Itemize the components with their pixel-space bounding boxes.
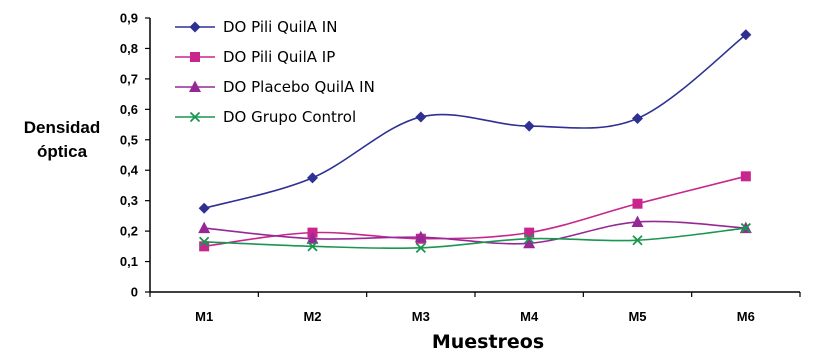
data-point-diamond [740,29,752,41]
y-tick-label: 0,8 [120,41,138,56]
data-point-triangle [523,236,536,249]
marker-stroke [189,111,201,123]
x-axis-label: Muestreos [432,331,544,353]
y-tick-label: 0,5 [120,132,138,147]
data-point-x [415,242,426,253]
data-point-x [740,222,751,234]
y-ticks: 0 0,1 0,2 0,3 0,4 0,5 0,6 0,7 0,8 0,9 [120,11,150,300]
y-axis-label-line2: óptica [37,142,88,161]
legend-marker-triangle [189,80,201,92]
x-tick-label: M2 [303,309,321,324]
series-line [204,227,746,250]
data-point-diamond [632,112,643,124]
data-point-x [199,236,210,247]
marker-stroke [199,236,210,247]
legend-label: DO Pili QuilA IN [223,18,337,36]
y-tick-label: 0,6 [120,102,138,117]
data-point-square [199,241,210,252]
y-axis-label-line1: Densidad [24,118,101,137]
marker-stroke [524,233,535,244]
series-2 [199,171,751,252]
series-4 [199,222,751,253]
marker-stroke [415,242,426,253]
data-point-square [632,198,643,209]
x-tick-label: M5 [628,309,646,324]
axes: 00,10,20,30,40,50,60,70,80,9 M1 M2 M3 M4 M5 M… [120,11,801,324]
y-tick-label: 0,4 [120,163,139,178]
data-point-square [524,227,535,238]
series-line [203,34,747,210]
data-point-x [307,241,318,252]
x-tick-label: M4 [520,309,539,324]
y-tick-label: 0,2 [120,224,138,239]
x-tick-label: M3 [412,309,430,324]
legend-label: DO Placebo QuilA IN [223,78,375,96]
y-tick-label: 0,7 [120,71,138,86]
data-point-triangle [631,215,644,227]
legend-item: DO Pili QuilA IP [175,48,335,66]
legend-item: DO Placebo QuilA IN [175,78,375,96]
legend-label: DO Pili QuilA IP [223,48,335,66]
data-point-diamond [523,120,535,132]
x-tick-label: M1 [195,309,213,324]
marker-stroke [740,222,751,234]
y-tick-label: 0 [131,285,138,300]
y-tick-label: 0,9 [120,11,138,26]
data-point-diamond [198,202,210,214]
series-line [204,175,747,248]
y-tick-label: 0,1 [120,254,138,269]
y-tick-label: 0,3 [120,193,138,208]
series-line [204,220,746,245]
data-point-square [740,171,751,182]
legend-item: DO Grupo Control [175,108,356,126]
data-point-diamond [307,172,318,184]
legend-marker-x [189,111,201,123]
legend: DO Pili QuilA IN DO Pili QuilA IP DO Place… [175,18,375,126]
legend-marker-diamond [189,21,201,33]
data-point-triangle [198,221,211,234]
legend-item: DO Pili QuilA IN [175,18,337,36]
legend-label: DO Grupo Control [223,108,356,126]
x-tick-label: M6 [737,309,755,324]
x-ticks: M1 M2 M3 M4 M5 M6 [149,292,801,324]
marker-stroke [307,241,318,252]
data-point-x [524,233,535,244]
data-point-triangle [306,232,319,244]
marker-stroke [632,235,643,246]
data-point-triangle [414,230,427,243]
series-1 [198,29,752,214]
legend-marker-square [190,52,200,62]
series-layer [198,29,752,253]
data-point-x [632,235,643,246]
data-point-diamond [415,111,427,123]
